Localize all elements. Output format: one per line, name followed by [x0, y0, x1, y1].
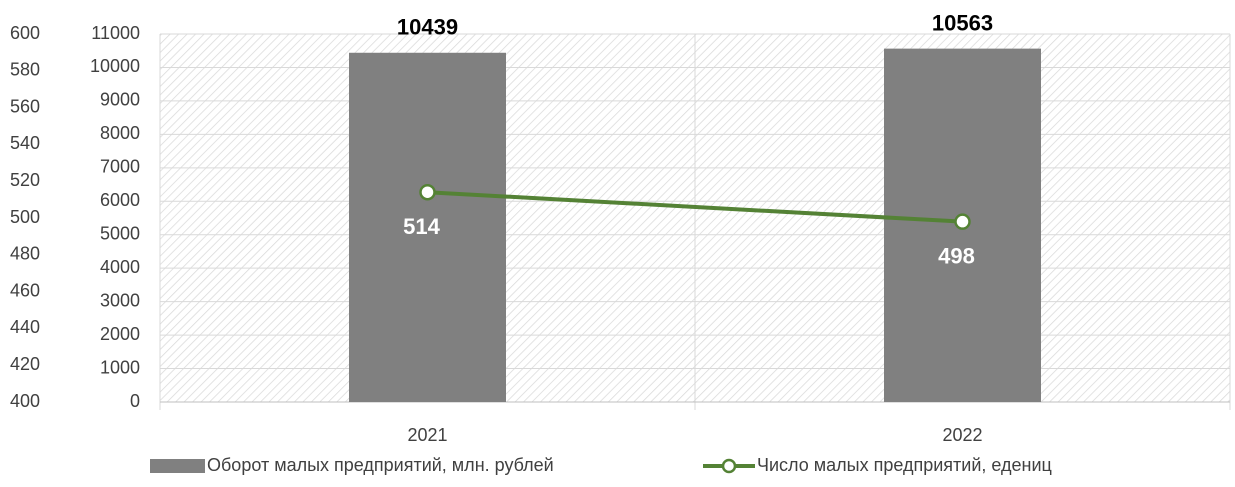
y-tick-label: 1000 [100, 357, 140, 377]
y2-tick-label: 540 [10, 133, 40, 153]
y2-tick-label: 400 [10, 391, 40, 411]
x-tick-label: 2021 [407, 425, 447, 445]
y2-tick-label: 520 [10, 170, 40, 190]
y2-tick-label: 500 [10, 207, 40, 227]
bar [349, 52, 506, 402]
y-tick-label: 10000 [90, 56, 140, 76]
y2-tick-label: 420 [10, 354, 40, 374]
y-tick-label: 11000 [91, 23, 140, 43]
y-tick-label: 5000 [100, 223, 140, 243]
y-tick-label: 4000 [100, 257, 140, 277]
y2-tick-label: 600 [10, 23, 40, 43]
line-point [419, 183, 436, 201]
legend-label: Число малых предприятий, едениц [757, 455, 1052, 475]
x-tick-label: 2022 [942, 425, 982, 445]
line [427, 190, 963, 224]
line-value-label: 498 [938, 243, 975, 268]
legend-label: Оборот малых предприятий, млн. рублей [207, 455, 554, 475]
y-tick-label: 7000 [100, 157, 140, 177]
y-tick-label: 2000 [100, 324, 140, 344]
bar-value-label: 10439 [397, 15, 458, 40]
y2-tick-label: 440 [10, 317, 40, 337]
y2-tick-label: 460 [10, 280, 40, 300]
line-point [954, 213, 971, 230]
bar-value-label: 10563 [932, 10, 993, 35]
y-tick-label: 3000 [100, 290, 140, 310]
y2-tick-label: 560 [10, 96, 40, 116]
y2-tick-label: 480 [10, 244, 40, 264]
y-tick-label: 9000 [100, 90, 140, 110]
y2-tick-label: 580 [10, 60, 40, 80]
line-value-label: 514 [403, 214, 440, 239]
legend-marker [721, 458, 737, 474]
legend-swatch [150, 459, 205, 473]
y-tick-label: 0 [130, 391, 140, 411]
y-tick-label: 8000 [100, 123, 140, 143]
y-tick-label: 6000 [100, 190, 140, 210]
